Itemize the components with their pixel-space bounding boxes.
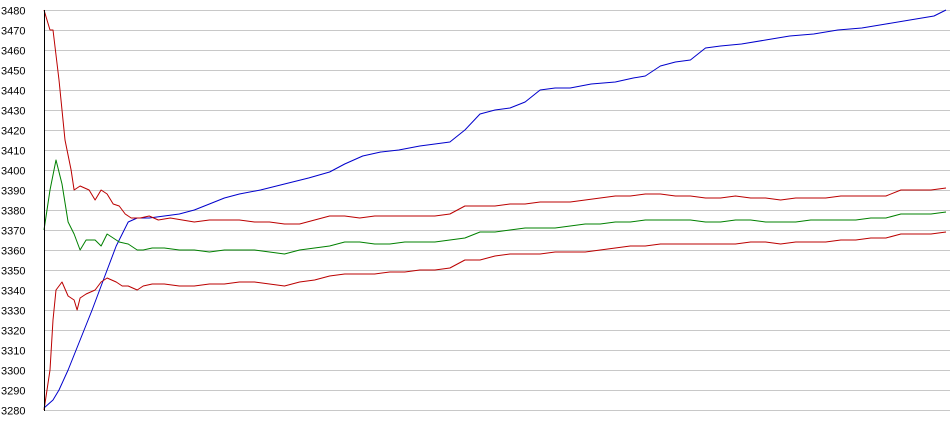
y-tick-label: 3350: [1, 266, 25, 278]
y-tick-label: 3390: [1, 186, 25, 198]
y-tick-label: 3320: [1, 326, 25, 338]
y-tick-label: 3430: [1, 106, 25, 118]
y-tick-label: 3420: [1, 126, 25, 138]
y-tick-label: 3330: [1, 306, 25, 318]
y-tick-label: 3400: [1, 166, 25, 178]
y-tick-label: 3280: [1, 406, 25, 418]
y-tick-label: 3460: [1, 46, 25, 58]
y-tick-label: 3370: [1, 226, 25, 238]
y-axis-tick-labels: 3480 3470 3460 3450 3440 3430 3420 3410 3400 3390…: [1, 6, 25, 418]
y-tick-label: 3300: [1, 366, 25, 378]
y-tick-label: 3360: [1, 246, 25, 258]
series-line-1: [43, 9, 947, 409]
y-tick-label: 3440: [1, 86, 25, 98]
y-tick-label: 3470: [1, 26, 25, 38]
y-tick-label: 3340: [1, 286, 25, 298]
series-line-3: [43, 9, 947, 225]
grid-lines: [44, 10, 950, 411]
y-tick-label: 3380: [1, 206, 25, 218]
series-line-2: [43, 159, 947, 255]
y-tick-label: 3480: [1, 6, 25, 18]
y-tick-label: 3410: [1, 146, 25, 158]
y-tick-label: 3310: [1, 346, 25, 358]
y-tick-label: 3290: [1, 386, 25, 398]
y-tick-label: 3450: [1, 66, 25, 78]
series-lines: [43, 9, 947, 411]
series-line-4: [43, 231, 947, 411]
